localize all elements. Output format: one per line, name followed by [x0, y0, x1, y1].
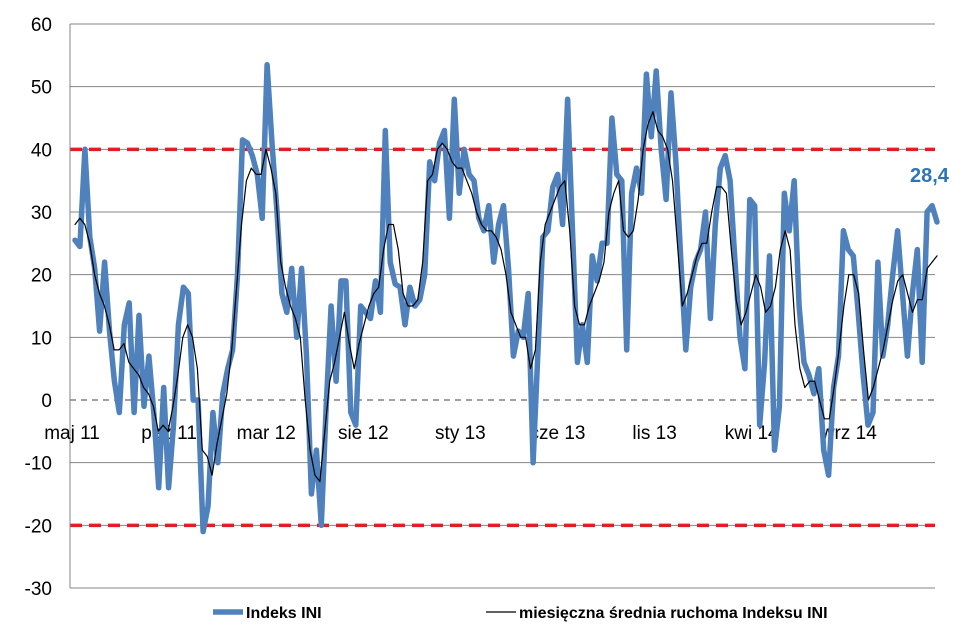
y-axis-ticks: 60 50 40 30 20 10 0 -10 -20 -30 [25, 15, 52, 600]
series-line-indeks-ini [72, 61, 940, 535]
y-tick-label: 0 [41, 391, 52, 412]
legend-item-moving-average-label: miesięczna średnia ruchoma Indeksu INI [519, 605, 828, 622]
y-tick-label: 30 [31, 203, 52, 224]
x-tick-label: sie 12 [338, 423, 389, 444]
y-tick-label: -10 [25, 454, 52, 475]
legend: Indeks INI miesięczna średnia ruchoma Ind… [213, 605, 828, 622]
x-tick-label: mar 12 [237, 423, 296, 444]
y-tick-label: 50 [31, 78, 52, 99]
y-tick-label: -30 [25, 579, 52, 600]
y-tick-label: 10 [31, 328, 52, 349]
series-line-moving-average [74, 111, 938, 483]
y-tick-label: 40 [31, 140, 52, 161]
x-tick-label: cze 13 [530, 423, 586, 444]
y-tick-label: 60 [31, 15, 52, 36]
x-tick-label: wrz 14 [820, 423, 877, 444]
x-tick-label: sty 13 [435, 423, 486, 444]
y-tick-label: 20 [31, 266, 52, 287]
reference-lines [70, 147, 935, 528]
x-tick-label: kwi 14 [725, 423, 779, 444]
end-value-label: 28,4 [910, 165, 950, 187]
series-lines [72, 61, 940, 535]
x-tick-label: lis 13 [632, 423, 676, 444]
x-tick-label: maj 11 [44, 423, 100, 444]
legend-item-indeks-ini-label: Indeks INI [246, 605, 322, 622]
y-tick-label: -20 [25, 516, 52, 537]
